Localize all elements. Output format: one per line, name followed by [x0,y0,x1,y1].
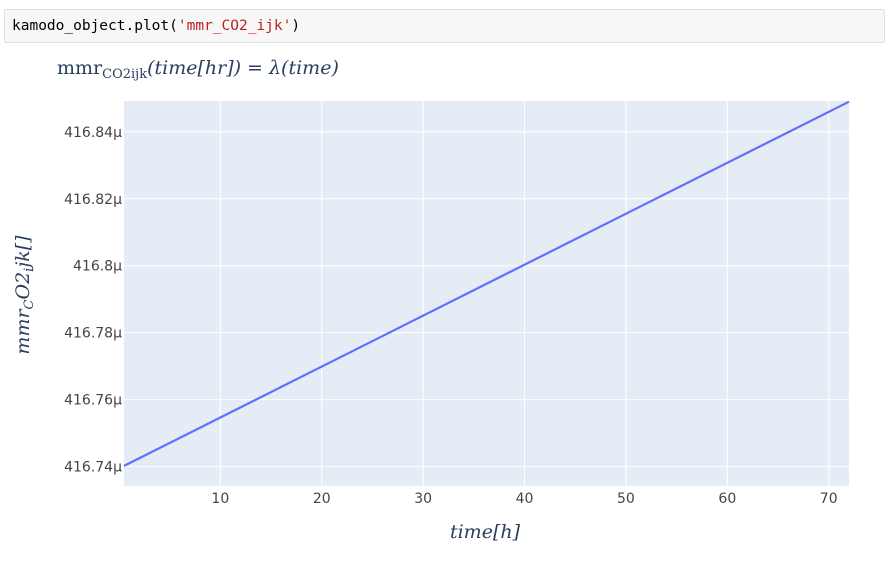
title-base: mmr [57,57,103,79]
x-tick-label: 30 [414,491,432,507]
chart-title: mmrCO2ijk(time[hr]) = λ(time) [57,57,339,82]
grid-y [124,131,849,468]
x-tick-label: 60 [718,491,736,507]
y-tick-label: 416.74µ [64,460,122,476]
y-tick-labels: 416.74µ 416.76µ 416.78µ 416.8µ 416.82µ 416.84… [64,125,122,476]
x-tick-labels: 10 20 30 40 50 60 70 [211,491,837,507]
title-rest: (time[hr]) = λ(time) [147,57,339,79]
plot-area [124,101,849,486]
ylabel-e: jk[] [12,235,34,272]
ylabel-b: C [22,299,37,309]
y-tick-label: 416.82µ [64,192,122,208]
x-axis-label: time[h] [450,521,521,543]
x-tick-label: 50 [617,491,635,507]
x-tick-label: 40 [516,491,534,507]
series-group [123,100,850,467]
code-line: kamodo_object.plot('mmr_CO2_ijk') [12,18,300,34]
series-line [123,100,850,467]
chart-container: mmrCO2ijk(time[hr]) = λ(time) 10 20 30 40 50… [0,44,887,561]
y-tick-label: 416.78µ [64,326,122,342]
code-suffix: ) [291,18,301,34]
code-cell[interactable]: kamodo_object.plot('mmr_CO2_ijk') [4,9,885,43]
code-prefix: kamodo_object.plot( [12,18,178,34]
x-tick-label: 70 [820,491,838,507]
y-tick-label: 416.84µ [64,125,122,141]
x-tick-label: 10 [211,491,229,507]
chart-svg: mmrCO2ijk(time[hr]) = λ(time) 10 20 30 40 50… [12,57,850,543]
grid-x [219,101,830,486]
y-tick-label: 416.76µ [64,393,122,409]
y-axis-label: mmrCO2ijk[] [12,235,37,355]
ylabel-a: mmr [12,308,34,355]
code-string-arg: 'mmr_CO2_ijk' [177,18,292,34]
ylabel-d: i [22,268,37,272]
ylabel-c: O2 [12,272,34,300]
x-tick-label: 20 [313,491,331,507]
y-tick-label: 416.8µ [73,259,122,275]
title-sub: CO2ijk [102,67,147,82]
